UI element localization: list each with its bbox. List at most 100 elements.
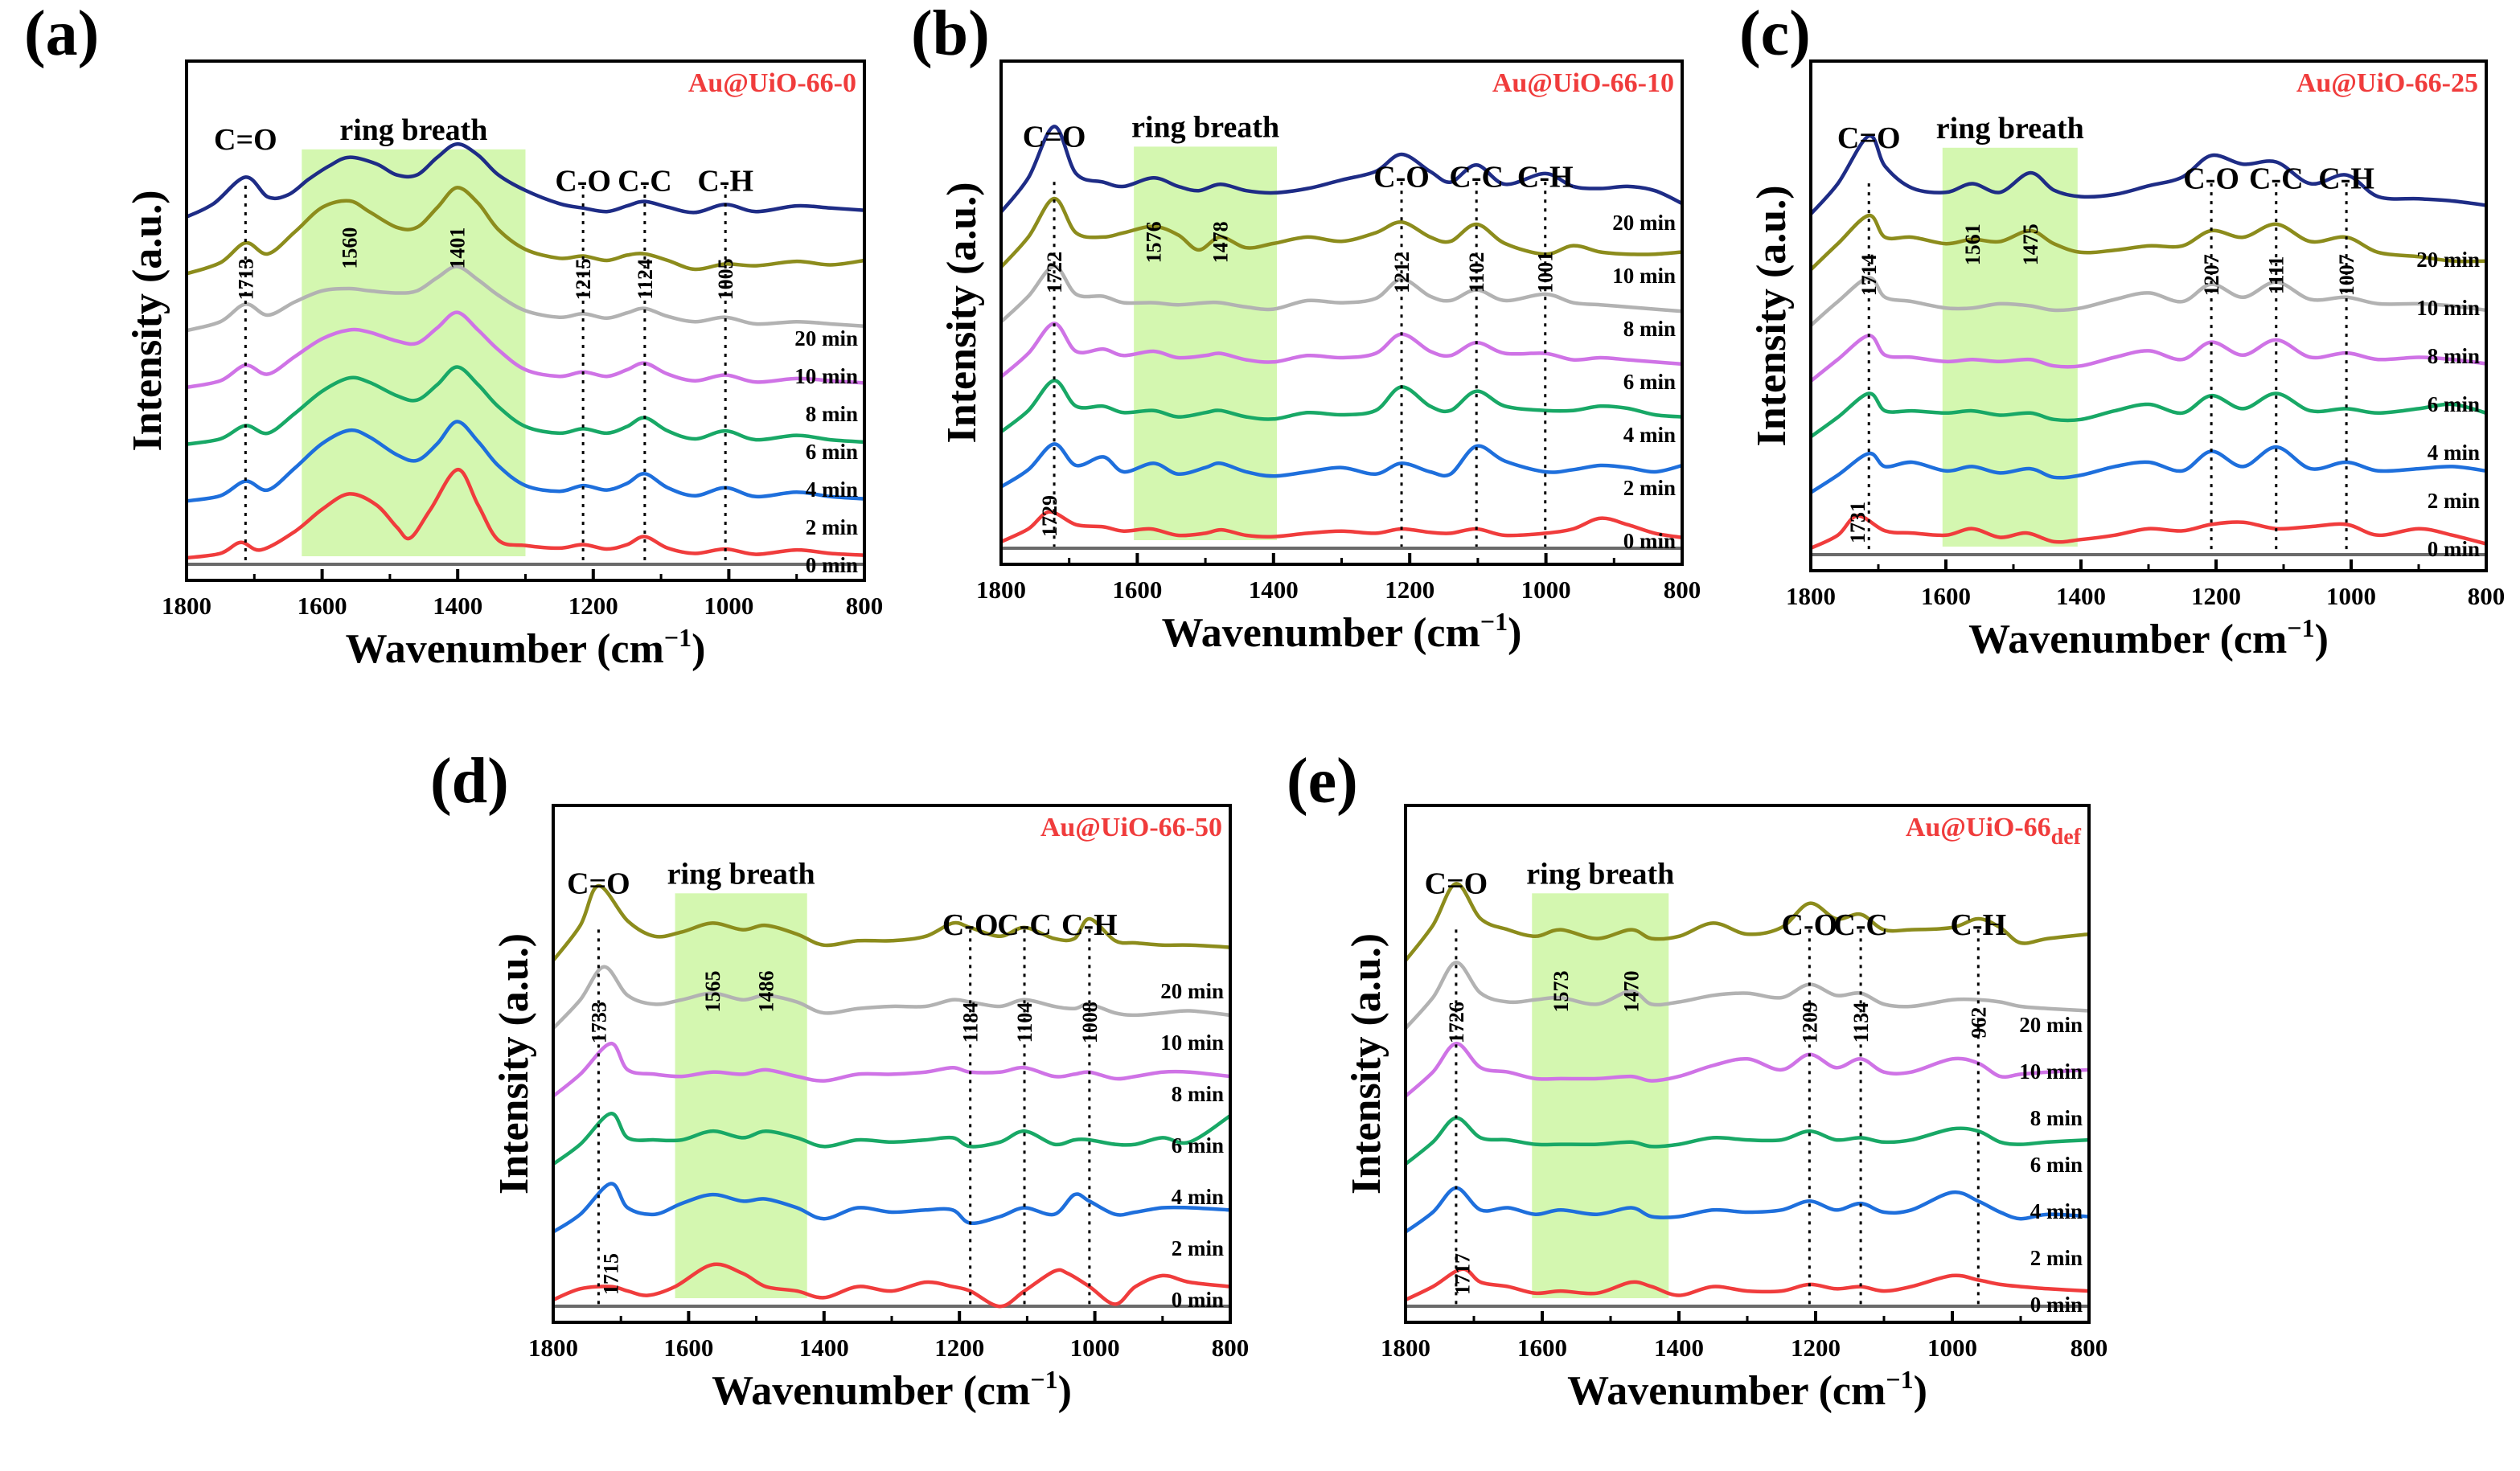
x-tick-label: 1800 <box>528 1334 578 1362</box>
x-tick-label: 1400 <box>799 1334 849 1362</box>
spectrum-2min <box>186 420 865 503</box>
x-tick-label: 800 <box>2468 582 2506 610</box>
x-tick-label: 1000 <box>1521 576 1571 604</box>
band-label: C-H <box>2318 162 2374 196</box>
time-label: 6 min <box>2428 392 2480 416</box>
time-label: 20 min <box>794 326 858 350</box>
peak-value: 1560 <box>338 227 361 269</box>
spectrum-8min <box>999 264 1683 324</box>
time-label: 20 min <box>2019 1013 2083 1037</box>
x-tick-label: 1200 <box>568 592 618 620</box>
peak-value: 1001 <box>1534 252 1558 293</box>
time-label: 2 min <box>2030 1246 2083 1270</box>
peak-value: 1209 <box>1798 1002 1821 1043</box>
peak-value: 1102 <box>1465 252 1488 293</box>
time-label: 10 min <box>2416 296 2480 320</box>
chart-panel-c: (c) ring breath 0 min 2 min 4 min 6 min 8 min 1… <box>1739 0 2505 662</box>
plot-frame <box>1404 804 2091 1324</box>
spectrum-8min <box>1404 961 2090 1030</box>
ring-breath-band <box>1942 147 2078 547</box>
time-label: 20 min <box>1160 979 1224 1003</box>
plot-frame <box>552 804 1232 1324</box>
time-label: 20 min <box>2416 248 2480 272</box>
x-tick-label: 1600 <box>1517 1334 1567 1362</box>
x-axis-title: Wavenumber (cm−1) <box>1968 613 2329 662</box>
peak-value: 1726 <box>1445 1002 1468 1043</box>
spectrum-2min <box>1809 445 2487 494</box>
panel-label: (d) <box>430 746 509 817</box>
band-label: C=O <box>1837 121 1901 155</box>
time-label: 2 min <box>806 515 858 539</box>
ring-breath-band <box>1134 146 1278 541</box>
time-label: 8 min <box>1623 317 1676 341</box>
x-tick-label: 1400 <box>2056 582 2106 610</box>
peak-value: 1731 <box>1846 502 1869 543</box>
x-axis-title: Wavenumber (cm−1) <box>1567 1365 1927 1414</box>
peak-value: 1714 <box>1857 254 1881 296</box>
spectrum-6min <box>186 310 865 390</box>
time-label: 8 min <box>2428 344 2480 368</box>
sample-name: Au@UiO-66-25 <box>2296 68 2478 98</box>
band-label: C-O <box>942 908 999 942</box>
x-tick-label: 1000 <box>2326 582 2376 610</box>
time-label: 0 min <box>1623 529 1676 553</box>
spectrum-10min <box>552 883 1231 962</box>
band-label: C-O <box>1373 161 1430 195</box>
ring-breath-label: ring breath <box>667 857 815 891</box>
time-label: 10 min <box>1160 1031 1224 1055</box>
spectrum-6min <box>552 1041 1231 1098</box>
time-label: 10 min <box>2019 1059 2083 1084</box>
band-label: C-C <box>997 908 1052 942</box>
spectrum-10min <box>1404 882 2090 962</box>
y-axis-title: Intensity (a.u.) <box>1749 185 1795 446</box>
peak-value: 1573 <box>1549 970 1573 1012</box>
time-label: 8 min <box>1172 1082 1224 1106</box>
spectrum-0min <box>1405 1267 2090 1302</box>
peak-value: 1733 <box>587 1002 610 1043</box>
ring-breath-band <box>675 893 807 1298</box>
spectrum-4min <box>1404 1116 2090 1166</box>
chart-panel-b: (b) ring breath 0 min 2 min 4 min 6 min 8 min 1… <box>911 0 1701 656</box>
band-label: C-H <box>697 165 753 199</box>
time-label: 2 min <box>1623 476 1676 500</box>
panel-label: (a) <box>24 0 99 69</box>
ring-breath-label: ring breath <box>1131 110 1279 144</box>
x-tick-label: 800 <box>2071 1334 2108 1362</box>
time-label: 10 min <box>794 364 858 388</box>
peak-value: 1717 <box>1451 1253 1475 1295</box>
peak-value: 962 <box>1967 1007 1990 1039</box>
band-label: C-O <box>2183 162 2239 196</box>
spectrum-0min <box>1810 514 2487 551</box>
ring-breath-label: ring breath <box>1936 112 2084 145</box>
peak-value: 1715 <box>600 1253 623 1295</box>
spectrum-0min <box>1000 510 1683 544</box>
chart-panel-a: (a) ring breath 0 min 2 min 4 min 6 min 8 min 1… <box>24 0 883 672</box>
time-label: 20 min <box>1612 211 1676 235</box>
x-tick-label: 1800 <box>1786 582 1836 610</box>
spectrum-8min <box>552 965 1231 1030</box>
x-tick-label: 1000 <box>704 592 753 620</box>
x-tick-label: 1200 <box>1385 576 1434 604</box>
band-label: C-C <box>1833 908 1888 942</box>
spectrum-10min <box>186 186 865 276</box>
peak-value: 1124 <box>634 259 657 300</box>
band-label: C-H <box>1061 908 1118 942</box>
time-label: 6 min <box>1623 370 1676 394</box>
peak-value: 1565 <box>701 970 724 1012</box>
x-axis-title: Wavenumber (cm−1) <box>712 1365 1072 1414</box>
spectrum-20min <box>999 125 1684 214</box>
x-tick-label: 800 <box>846 592 884 620</box>
ring-breath-label: ring breath <box>339 113 487 147</box>
x-tick-label: 1200 <box>934 1334 984 1362</box>
spectrum-10min <box>999 196 1683 268</box>
y-axis-title: Intensity (a.u.) <box>125 190 170 451</box>
spectrum-4min <box>999 379 1683 434</box>
x-axis-title: Wavenumber (cm−1) <box>1162 607 1522 656</box>
peak-value: 1401 <box>445 227 469 269</box>
spectrum-2min <box>1404 1186 2090 1234</box>
peak-value: 1007 <box>2335 254 2358 296</box>
peak-value: 1005 <box>714 258 737 300</box>
sample-name: Au@UiO-66-10 <box>1492 68 1674 98</box>
spectrum-6min <box>999 322 1683 379</box>
